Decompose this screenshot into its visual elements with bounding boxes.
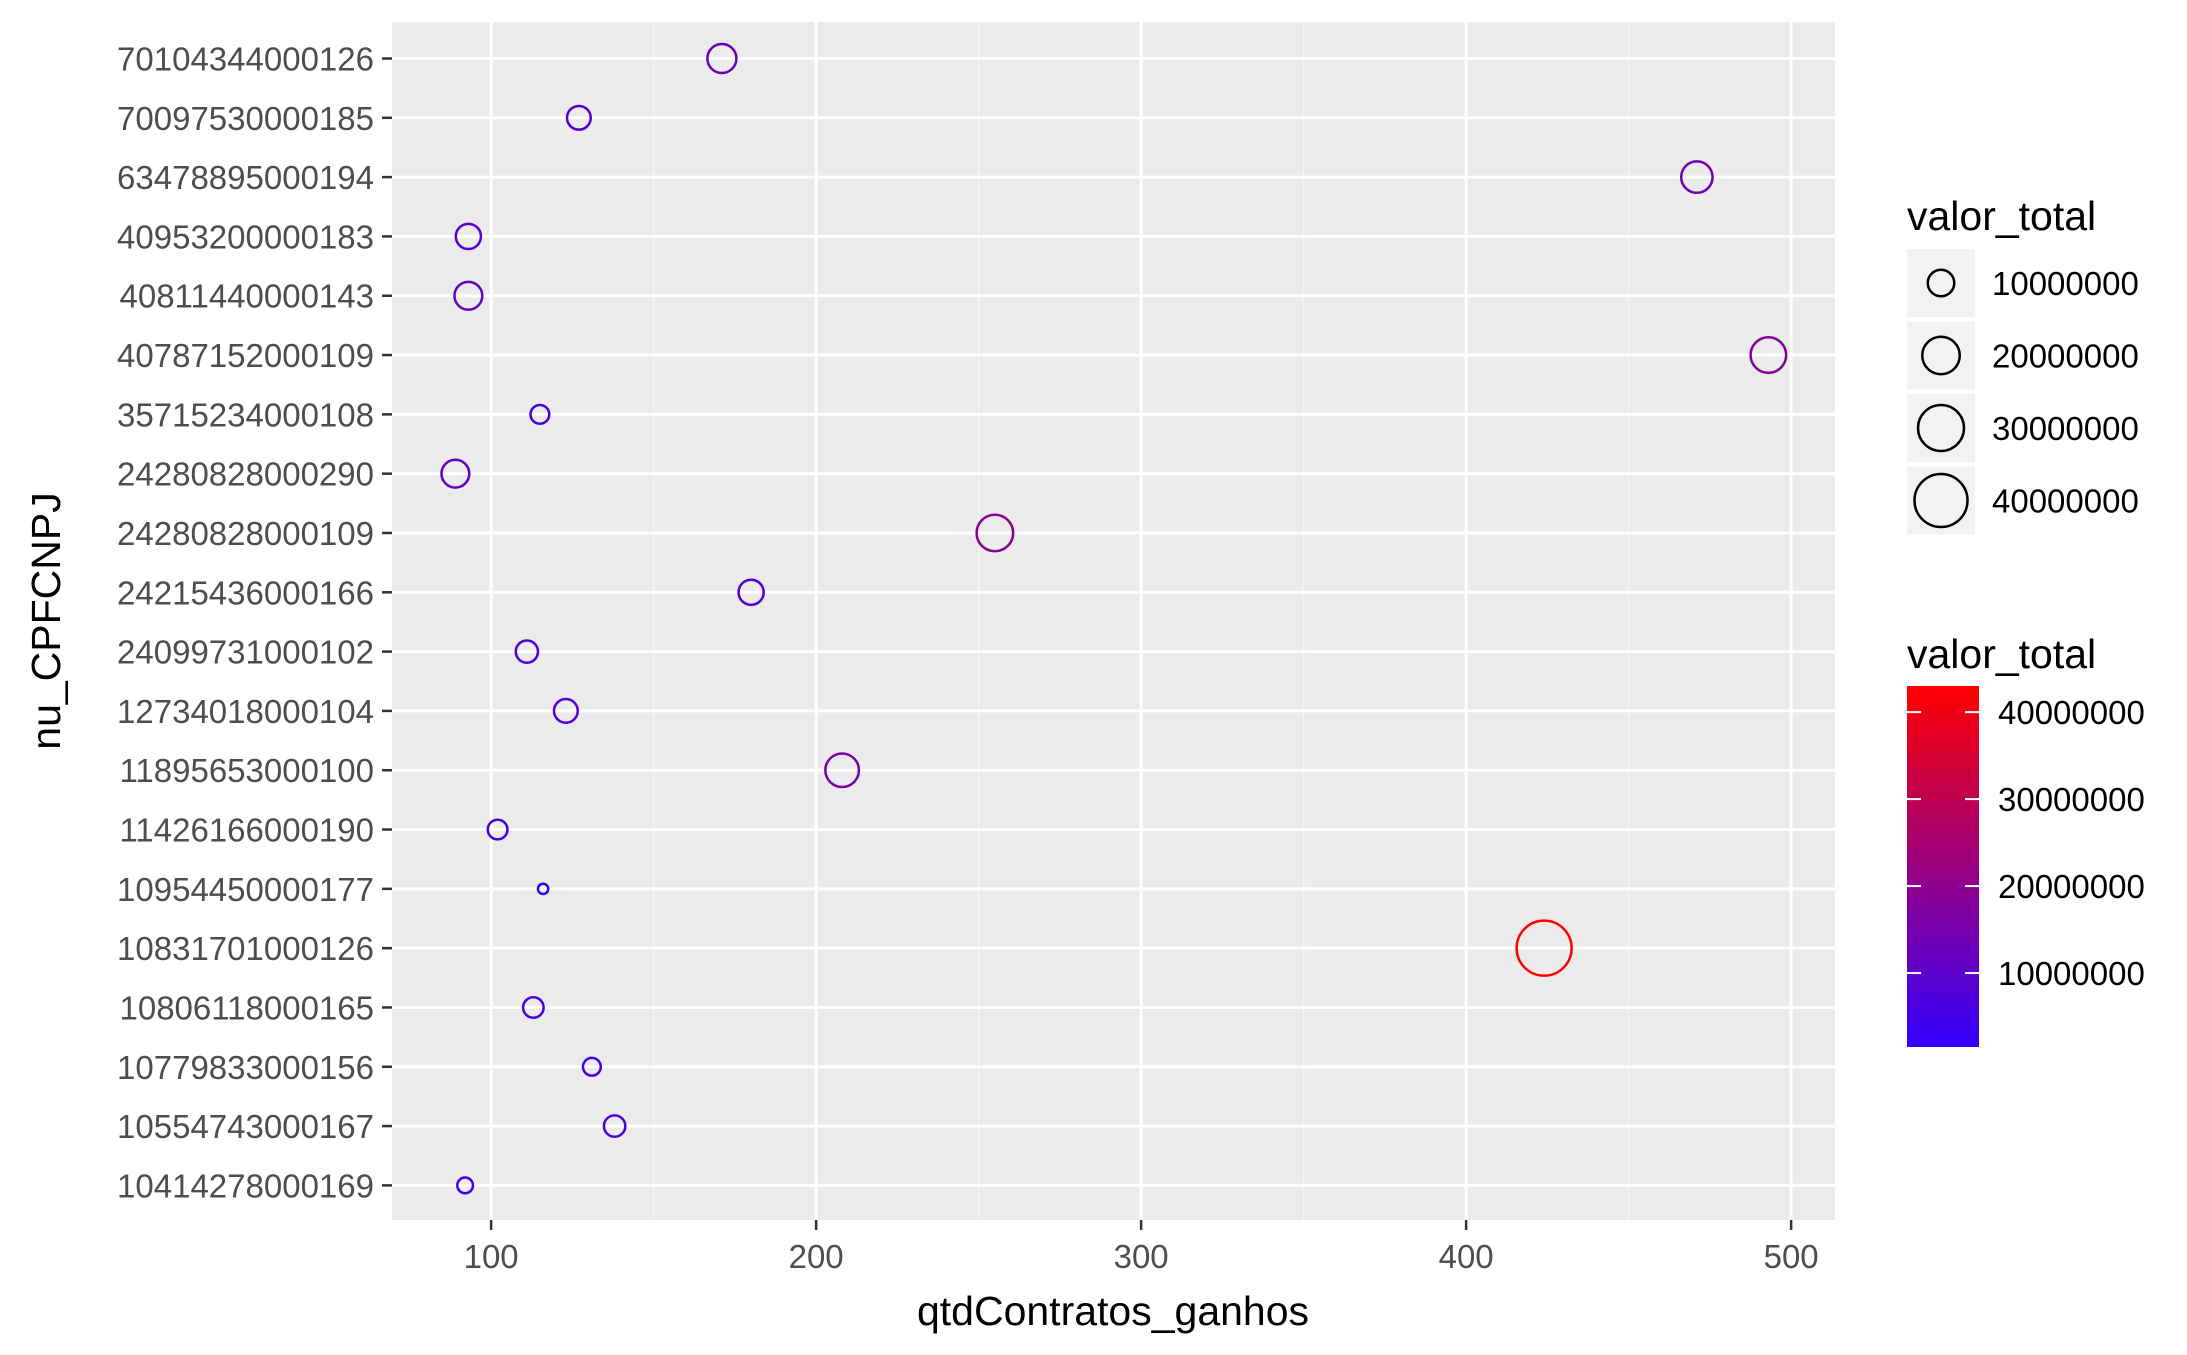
colorbar [1907,686,1979,1047]
y-tick-label: 40953200000183 [117,218,374,255]
color-legend-title: valor_total [1907,631,2096,677]
y-tick-label: 70104344000126 [117,41,374,78]
size-legend-key [1907,249,1975,317]
y-tick-label: 24099731000102 [117,634,374,671]
data-point [565,104,592,131]
data-point [706,42,738,75]
data-point [975,513,1015,553]
data-point [602,1114,627,1139]
size-legend-key [1907,321,1975,390]
x-tick-label: 100 [464,1238,519,1275]
size-legend-circle [1926,268,1956,298]
x-tick-label: 400 [1439,1238,1494,1275]
major-grid [392,22,1835,1220]
y-tick-label: 12734018000104 [117,693,374,730]
size-legend-circle [1916,403,1966,453]
colorbar-label: 30000000 [1998,781,2145,818]
data-point [737,578,765,607]
x-tick-label: 200 [789,1238,844,1275]
x-axis: 100 200 300 400 500 [464,1220,1819,1275]
colorbar-label: 20000000 [1998,868,2145,905]
colorbar-label: 40000000 [1998,694,2145,731]
size-legend-circle [1921,335,1961,376]
minor-grid [652,22,1630,1220]
data-point [1515,919,1573,977]
size-legend-label: 10000000 [1992,265,2139,302]
y-tick-label: 10806118000165 [120,989,375,1026]
y-tick-label: 10831701000126 [117,930,374,967]
x-tick-label: 300 [1114,1238,1169,1275]
y-tick-label: 10954450000177 [117,871,374,908]
colorbar-ticks: 10000000 20000000 30000000 40000000 [1907,694,2145,992]
y-axis-title: nu_CPFCNPJ [23,492,69,749]
y-tick-label: 10414278000169 [117,1167,374,1204]
data-point [486,818,509,841]
x-tick-label: 500 [1764,1238,1819,1275]
y-tick-label: 40811440000143 [120,278,375,315]
size-legend-circle [1913,472,1969,529]
y-axis: 10414278000169 10554743000167 107798330001… [117,41,392,1204]
y-tick-label: 24215436000166 [117,574,374,611]
data-point [1679,160,1714,195]
plot-panel [392,22,1835,1220]
y-tick-label: 11426166000190 [120,812,375,849]
data-point [440,458,471,489]
size-legend-label: 30000000 [1992,410,2139,447]
y-tick-label: 10554743000167 [117,1108,374,1145]
data-point [456,1176,475,1195]
size-legend-label: 40000000 [1992,483,2139,520]
color-legend: valor_total 10000000 20000000 30000000 4000… [1907,631,2145,1047]
points-layer [440,42,1788,1195]
data-point [514,639,540,664]
y-tick-label: 70097530000185 [117,100,374,137]
x-axis-title: qtdContratos_ganhos [917,1288,1309,1334]
data-point [1749,336,1788,375]
size-legend-label: 20000000 [1992,338,2139,375]
size-legend: valor_total 10000000 20000000 30000000 4000… [1907,193,2139,535]
y-tick-label: 63478895000194 [117,159,374,196]
data-point [536,882,550,896]
size-legend-title: valor_total [1907,193,2096,239]
data-point [824,752,861,789]
y-tick-label: 24280828000290 [117,456,374,493]
size-legend-key [1907,466,1975,535]
data-point [529,403,551,425]
y-tick-label: 40787152000109 [117,337,374,374]
y-tick-label: 10779833000156 [117,1049,374,1086]
colorbar-label: 10000000 [1998,955,2145,992]
data-point [552,697,579,725]
y-tick-label: 35715234000108 [117,396,374,433]
data-point [454,222,483,251]
y-tick-label: 24280828000109 [117,515,374,552]
data-point [581,1056,603,1077]
data-point [521,995,545,1019]
data-point [453,280,484,311]
y-tick-label: 11895653000100 [120,752,375,789]
